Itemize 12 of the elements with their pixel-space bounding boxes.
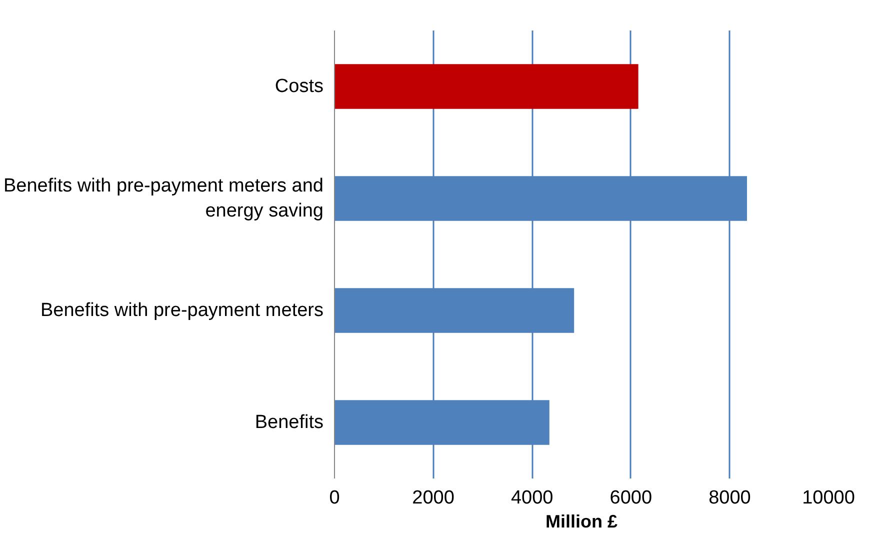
x-tick-label: 8000 [708,488,751,508]
x-tick-label: 6000 [610,488,652,508]
y-tick-label: Benefits with pre-payment meters and energy saving [4,175,324,222]
x-axis-title: Million £ [546,512,618,532]
x-tick-label: 2000 [412,488,454,508]
x-tick-label: 10000 [802,488,855,508]
x-tick-label: 0 [329,488,340,508]
y-tick-label: Costs [274,76,324,97]
bar [334,64,638,109]
y-tick-label: Benefits with pre-payment meters [40,300,324,321]
x-tick-label: 4000 [510,488,554,508]
y-tick-label: Benefits [254,412,324,433]
